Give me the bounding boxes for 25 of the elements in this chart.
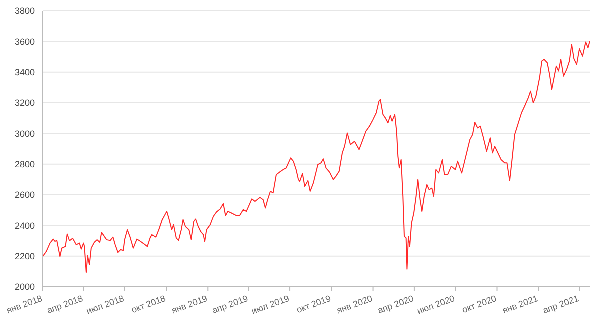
x-tick-label: янв 2020	[336, 293, 374, 316]
y-tick-label: 3600	[14, 36, 35, 47]
x-tick-label: июл 2020	[416, 293, 456, 316]
y-tick-label: 3800	[14, 6, 35, 16]
y-tick-label: 3400	[14, 68, 35, 78]
x-tick-label: янв 2019	[170, 293, 209, 316]
y-tick-label: 3000	[14, 128, 35, 139]
x-tick-label: апр 2021	[542, 293, 580, 316]
y-tick-label: 3200	[14, 98, 35, 108]
x-tick-label: окт 2019	[295, 293, 332, 316]
x-tick-label: янв 2018	[5, 293, 44, 316]
y-tick-label: 2600	[14, 190, 35, 200]
x-tick-label: окт 2020	[460, 293, 498, 316]
x-tick-label: окт 2018	[130, 293, 168, 316]
x-tick-label: апр 2018	[46, 293, 84, 316]
x-tick-label: июл 2019	[250, 293, 291, 316]
x-tick-label: апр 2019	[210, 293, 250, 316]
y-tick-label: 2000	[14, 282, 35, 292]
y-tick-label: 2800	[14, 160, 35, 170]
line-series	[43, 40, 590, 274]
x-tick-label: янв 2021	[501, 293, 540, 316]
y-tick-label: 2400	[14, 220, 35, 231]
y-tick-label: 2200	[14, 252, 35, 262]
x-tick-label: апр 2020	[376, 293, 416, 316]
x-tick-label: июл 2018	[85, 293, 126, 316]
